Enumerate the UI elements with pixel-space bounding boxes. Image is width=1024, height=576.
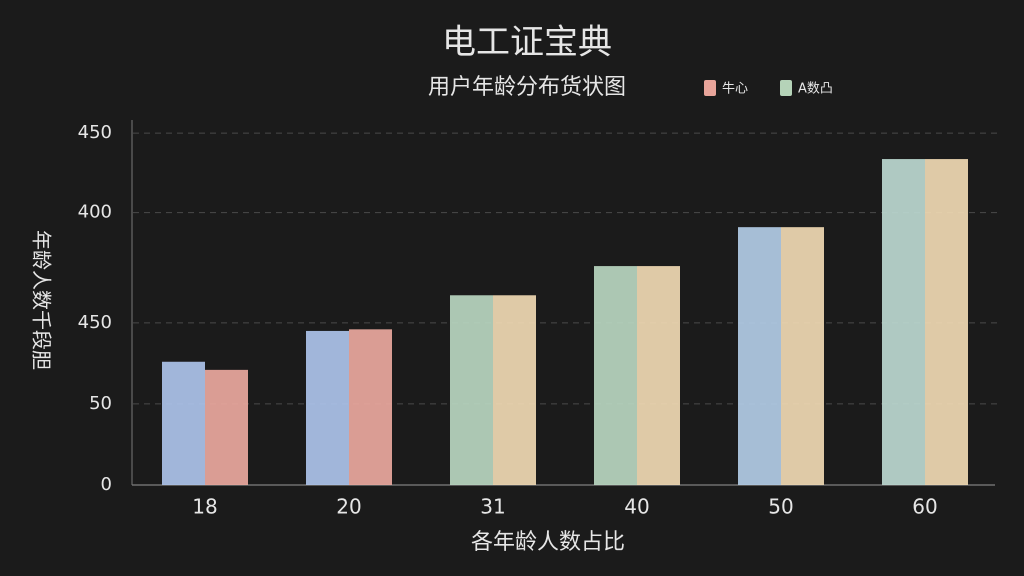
legend-label: A数凸 bbox=[798, 82, 833, 97]
x-axis-title: 各年龄人数占比 bbox=[471, 530, 625, 555]
bar bbox=[594, 266, 637, 485]
chart-title: 电工证宝典 bbox=[442, 23, 612, 63]
y-tick-label: 400 bbox=[78, 202, 112, 223]
bar bbox=[738, 227, 781, 485]
bar bbox=[781, 227, 824, 485]
legend-swatch bbox=[780, 80, 792, 96]
bar bbox=[205, 369, 248, 485]
x-tick-label: 18 bbox=[192, 495, 217, 519]
bar bbox=[306, 330, 349, 485]
x-tick-label: 20 bbox=[336, 495, 361, 519]
chart-subtitle: 用户年龄分布货状图 bbox=[428, 75, 626, 100]
legend-swatch bbox=[704, 80, 716, 96]
bar bbox=[162, 361, 205, 485]
bar bbox=[493, 295, 536, 485]
x-tick-label: 31 bbox=[480, 495, 505, 519]
x-tick-label: 40 bbox=[624, 495, 649, 519]
bar bbox=[637, 266, 680, 485]
bar bbox=[450, 295, 493, 485]
x-tick-label: 50 bbox=[768, 495, 793, 519]
bar bbox=[882, 159, 925, 485]
x-tick-label: 60 bbox=[912, 495, 937, 519]
y-tick-label: 450 bbox=[78, 122, 112, 143]
y-tick-label: 450 bbox=[78, 312, 112, 333]
y-tick-label: 50 bbox=[89, 393, 112, 414]
bar bbox=[925, 159, 968, 485]
y-tick-label: 0 bbox=[101, 474, 112, 495]
y-axis-title: 年龄人数千段胆 bbox=[30, 230, 54, 370]
bar bbox=[349, 329, 392, 485]
legend-label: 牛心 bbox=[722, 82, 748, 97]
